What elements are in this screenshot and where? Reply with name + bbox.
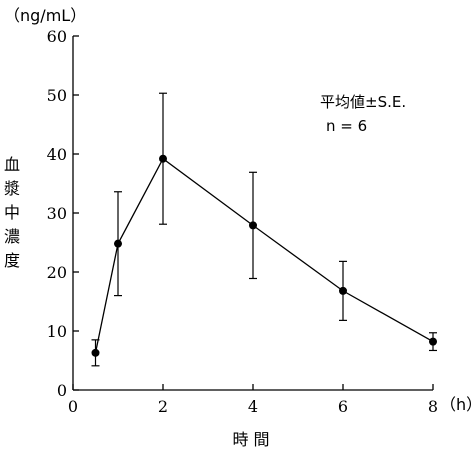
data-point <box>114 239 122 248</box>
data-point <box>159 154 167 163</box>
x-tick-label: 2 <box>158 397 168 416</box>
legend-annotation: 平均値±S.E. n = 6 <box>320 93 406 135</box>
y-tick-label: 60 <box>47 27 67 46</box>
y-axis-label: 血漿中濃度 <box>4 155 20 270</box>
x-tick-label: 0 <box>68 397 78 416</box>
series-line <box>94 157 434 353</box>
data-points <box>91 154 437 357</box>
y-tick-label: 20 <box>47 263 67 282</box>
y-tick-label: 40 <box>47 145 67 164</box>
x-tick-label: 8 <box>428 397 438 416</box>
data-point <box>339 286 347 295</box>
y-tick-label: 0 <box>57 381 67 400</box>
error-bars <box>91 92 437 367</box>
x-tick-label: 6 <box>338 397 348 416</box>
data-point <box>249 221 257 230</box>
data-point <box>91 348 100 357</box>
data-point <box>429 337 437 346</box>
x-ticks: 0 2 4 6 8 <box>68 384 438 416</box>
y-tick-label: 50 <box>47 86 67 105</box>
x-tick-label: 4 <box>248 397 258 416</box>
x-axis-unit: （h） <box>440 395 472 414</box>
x-axis-label: 時 間 <box>232 430 269 449</box>
y-axis-unit: （ng/mL） <box>4 6 86 25</box>
y-tick-label: 10 <box>47 322 67 341</box>
y-ticks: 0 10 20 30 40 50 60 <box>47 27 79 400</box>
legend-n: n = 6 <box>326 117 367 135</box>
y-tick-label: 30 <box>47 204 67 223</box>
legend-mean-se: 平均値±S.E. <box>320 93 406 111</box>
